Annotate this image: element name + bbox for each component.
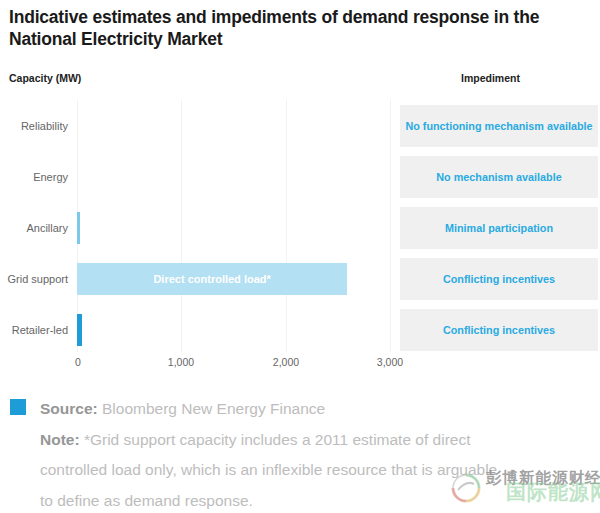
- note-label: Note:: [40, 431, 80, 448]
- source-text: Bloomberg New Energy Finance: [98, 400, 325, 417]
- category-label: Ancillary: [0, 222, 68, 234]
- note-text-1: *Grid support capacity includes a 2011 e…: [80, 431, 471, 448]
- chart-page: Indicative estimates and impediments of …: [0, 0, 600, 513]
- x-axis: 0 1,000 2,000 3,000: [0, 356, 600, 370]
- bar-retailer-led: [77, 314, 82, 346]
- source-line: Source: Bloomberg New Energy Finance: [40, 394, 570, 425]
- impediment-text: No functioning mechanism available: [405, 120, 592, 132]
- chart-row-reliability: Reliability No functioning mechanism ava…: [0, 100, 600, 151]
- legend-square: [10, 399, 26, 415]
- category-label: Retailer-led: [0, 324, 68, 336]
- note-line-2: controlled load only, which is an inflex…: [40, 455, 570, 486]
- impediment-box: Conflicting incentives: [400, 258, 598, 300]
- impediment-box: No mechanism available: [400, 156, 598, 198]
- category-label: Reliability: [0, 120, 68, 132]
- capacity-axis-header: Capacity (MW): [9, 72, 81, 84]
- chart-row-grid-support: Grid support Direct controlled load* Con…: [0, 253, 600, 304]
- x-tick-3000: 3,000: [377, 356, 403, 368]
- x-tick-1000: 1,000: [168, 356, 194, 368]
- impediment-text: Conflicting incentives: [443, 273, 555, 285]
- impediment-column-header: Impediment: [461, 72, 520, 84]
- impediment-box: No functioning mechanism available: [400, 105, 598, 147]
- impediment-text: No mechanism available: [436, 171, 561, 183]
- footer: Source: Bloomberg New Energy Finance Not…: [40, 394, 570, 513]
- x-tick-2000: 2,000: [273, 356, 299, 368]
- bar-ancillary: [77, 212, 80, 244]
- impediment-text: Minimal participation: [445, 222, 553, 234]
- chart-row-retailer-led: Retailer-led Conflicting incentives: [0, 304, 600, 355]
- chart-row-ancillary: Ancillary Minimal participation: [0, 202, 600, 253]
- impediment-box: Minimal participation: [400, 207, 598, 249]
- category-label: Energy: [0, 171, 68, 183]
- chart-row-energy: Energy No mechanism available: [0, 151, 600, 202]
- impediment-text: Conflicting incentives: [443, 324, 555, 336]
- chart-title: Indicative estimates and impediments of …: [9, 6, 593, 50]
- bar-grid-support: Direct controlled load*: [77, 263, 347, 295]
- bar-value-label: Direct controlled load*: [153, 273, 270, 285]
- note-line-3: to define as demand response.: [40, 486, 570, 513]
- note-line-1: Note: *Grid support capacity includes a …: [40, 425, 570, 456]
- source-label: Source:: [40, 400, 98, 417]
- x-tick-0: 0: [75, 356, 81, 368]
- impediment-box: Conflicting incentives: [400, 309, 598, 351]
- category-label: Grid support: [0, 273, 68, 285]
